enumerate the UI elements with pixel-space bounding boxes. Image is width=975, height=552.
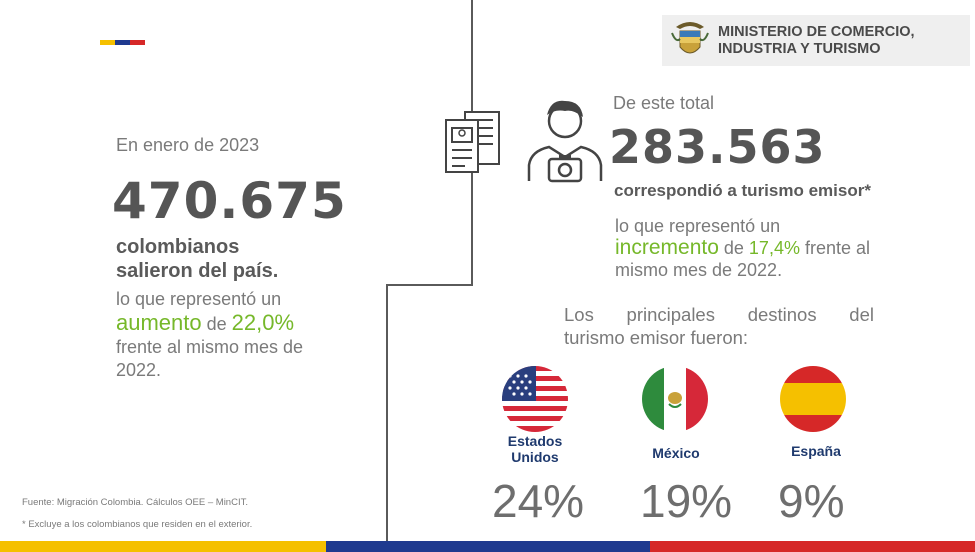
- coat-of-arms-icon: [671, 22, 709, 54]
- spain-name-line1: España: [791, 443, 841, 459]
- destinos-heading: Los principales destinos del turismo emi…: [564, 303, 874, 349]
- right-desc-line3: mismo mes de 2022.: [615, 260, 783, 280]
- right-highlight-pct: 17,4%: [748, 238, 800, 258]
- left-intro: En enero de 2023: [116, 135, 260, 155]
- left-description: lo que representó un aumento de 22,0% fr…: [116, 288, 303, 382]
- right-bold-line: correspondió a turismo emisor*: [614, 181, 871, 200]
- left-bold-line1: colombianos: [116, 236, 240, 258]
- left-desc-line3: frente al mismo mes de: [116, 337, 304, 357]
- right-desc-line2: incremento de 17,4% frente al: [615, 237, 870, 259]
- mexico-flag-icon: [642, 366, 708, 432]
- spain-flag-icon: [780, 366, 846, 432]
- left-big-number: 470.675: [112, 172, 347, 230]
- right-intro: De este total: [613, 93, 715, 113]
- destination-name-usa: Estados Unidos: [494, 433, 576, 465]
- right-big-number: 283.563: [609, 120, 826, 174]
- left-desc-line2: aumento de 22,0%: [116, 311, 303, 336]
- tourist-camera-icon: [527, 100, 603, 183]
- ministry-name-line1: MINISTERIO DE COMERCIO,: [718, 24, 915, 40]
- destination-pct-spain: 9%: [778, 475, 845, 527]
- right-description: lo que representó un incremento de 17,4%…: [615, 215, 870, 281]
- destinos-line1: Los principales destinos del: [564, 304, 874, 325]
- mexico-name-line1: México: [652, 445, 700, 461]
- right-de: de: [718, 238, 749, 258]
- right-desc-line1: lo que representó un: [615, 216, 781, 236]
- left-highlight-pct: 22,0%: [231, 310, 295, 335]
- source-note: Fuente: Migración Colombia. Cálculos OEE…: [22, 497, 248, 508]
- ministry-name-line2: INDUSTRIA Y TURISMO: [718, 41, 881, 57]
- exclusion-note: * Excluye a los colombianos que residen …: [22, 519, 253, 530]
- destinos-line2: turismo emisor fueron:: [564, 327, 749, 348]
- left-desc-line4: 2022.: [116, 360, 162, 380]
- ministry-logo: [662, 15, 970, 66]
- flag-accent-bar: [100, 40, 145, 45]
- right-after: frente al: [799, 238, 871, 258]
- usa-name-line1: Estados: [507, 433, 563, 449]
- left-bold-line2: salieron del país.: [116, 260, 279, 282]
- left-highlight-word: aumento: [116, 310, 202, 335]
- usa-flag-icon: [502, 366, 568, 432]
- left-de: de: [201, 314, 232, 334]
- destination-pct-mexico: 19%: [640, 475, 733, 527]
- bottom-flag-bar: [0, 541, 975, 552]
- left-bold-text: colombianos salieron del país.: [116, 235, 278, 283]
- destination-name-mexico: México: [635, 445, 717, 461]
- usa-name-line2: Unidos: [511, 449, 559, 465]
- documents-icon: [445, 111, 500, 173]
- destination-name-spain: España: [775, 443, 857, 459]
- ministry-name: MINISTERIO DE COMERCIO, INDUSTRIA Y TURI…: [718, 24, 915, 58]
- left-desc-line1: lo que representó un: [116, 289, 282, 309]
- destination-pct-usa: 24%: [492, 475, 585, 527]
- right-highlight-word: incremento: [615, 236, 719, 259]
